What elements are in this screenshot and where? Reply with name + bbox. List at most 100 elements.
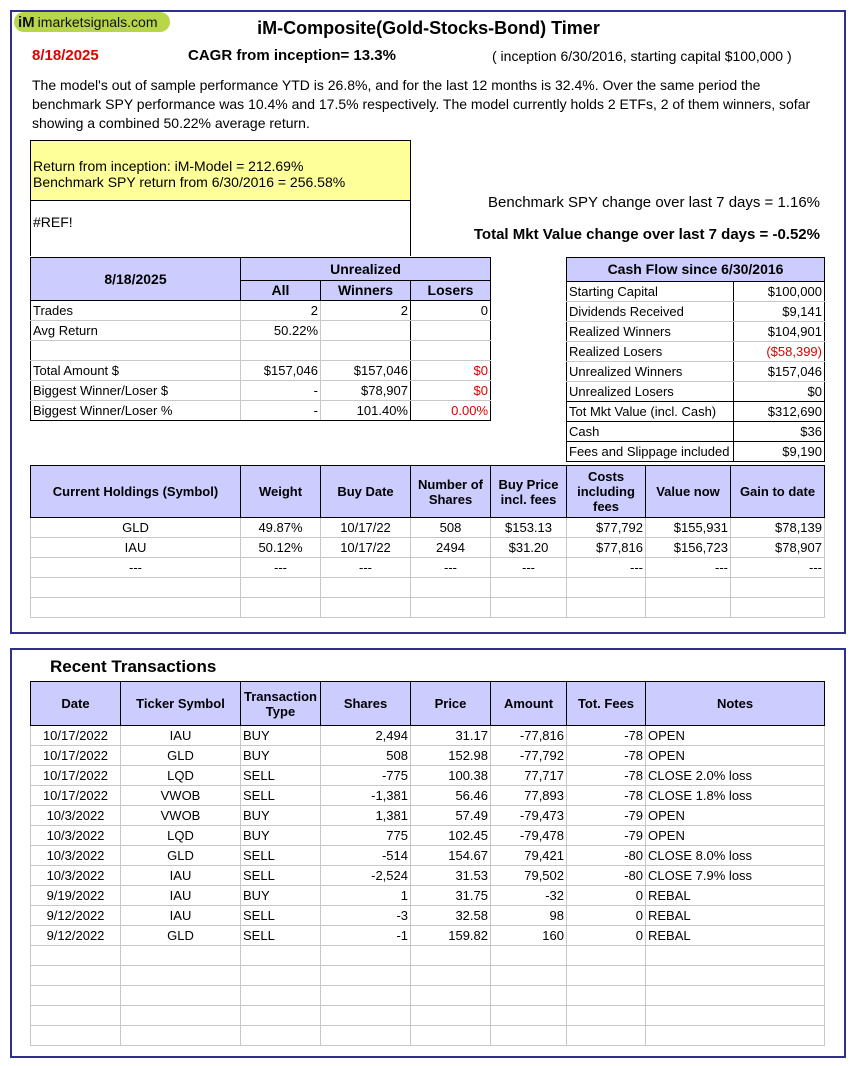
cell: BUY <box>240 805 321 826</box>
table-row <box>30 1025 825 1046</box>
table-row: Realized Losers ($58,399) <box>566 341 825 362</box>
cell: 32.58 <box>410 905 491 926</box>
table-row <box>30 577 825 598</box>
cell: 508 <box>410 517 491 538</box>
cell <box>320 965 411 986</box>
cell: 10/3/2022 <box>30 805 121 826</box>
cell: $77,792 <box>566 517 646 538</box>
cell <box>240 945 321 966</box>
cell <box>410 577 491 598</box>
cell: BUY <box>240 725 321 746</box>
table-row: 10/3/2022 LQD BUY 775 102.45 -79,478 -79 OPEN <box>30 825 825 846</box>
table-row: Starting Capital $100,000 <box>566 281 825 302</box>
cell: BUY <box>240 885 321 906</box>
cell <box>240 1005 321 1026</box>
table-row: 10/3/2022 IAU SELL -2,524 31.53 79,502 -80 CLOS… <box>30 865 825 886</box>
cell: ($58,399) <box>733 341 825 362</box>
cell: --- <box>730 557 825 578</box>
cell: 31.53 <box>410 865 491 886</box>
transactions-col-header: Notes <box>645 681 825 726</box>
cell: $104,901 <box>733 321 825 342</box>
cell: $77,816 <box>566 537 646 558</box>
cell: $31.20 <box>490 537 567 558</box>
cell: - <box>240 380 321 401</box>
holdings-col-header: Buy Date <box>320 465 411 518</box>
table-row: 10/17/2022 VWOB SELL -1,381 56.46 77,893 -78 CL… <box>30 785 825 806</box>
row-label: Biggest Winner/Loser % <box>30 400 241 421</box>
cell: VWOB <box>120 805 241 826</box>
cash-flow-title: Cash Flow since 6/30/2016 <box>566 257 825 282</box>
cell: --- <box>645 557 731 578</box>
cagr: CAGR from inception= 13.3% <box>188 47 396 64</box>
cell: 56.46 <box>410 785 491 806</box>
cell: 31.17 <box>410 725 491 746</box>
cell <box>490 1025 567 1046</box>
cell: LQD <box>120 825 241 846</box>
cell: -79 <box>566 825 646 846</box>
cell: IAU <box>120 865 241 886</box>
row-label: Trades <box>30 300 241 321</box>
table-row: 9/19/2022 IAU BUY 1 31.75 -32 0 REBAL <box>30 885 825 906</box>
summary-text: The model's out of sample performance YT… <box>32 77 811 131</box>
table-row: Biggest Winner/Loser % -101.40% 0.00% <box>30 400 492 421</box>
cell: -775 <box>320 765 411 786</box>
cell: 2,494 <box>320 725 411 746</box>
cell: GLD <box>120 745 241 766</box>
cell <box>566 985 646 1006</box>
cell: 2 <box>240 300 321 321</box>
table-row <box>30 965 825 986</box>
logo-text: imarketsignals.com <box>37 14 158 30</box>
cell <box>730 597 825 618</box>
cell <box>30 577 241 598</box>
transactions-col-header: Ticker Symbol <box>120 681 241 726</box>
spy-change: Benchmark SPY change over last 7 days = … <box>488 194 820 211</box>
holdings-col-header: Buy Price incl. fees <box>490 465 567 518</box>
table-row: 9/12/2022 IAU SELL -3 32.58 98 0 REBAL <box>30 905 825 926</box>
table-row: Trades 2 2 0 <box>30 300 492 321</box>
unrealized-col-losers: Losers <box>409 280 492 301</box>
cell: 31.75 <box>410 885 491 906</box>
cell <box>645 597 731 618</box>
cell: -80 <box>566 845 646 866</box>
cell: 79,502 <box>490 865 567 886</box>
table-row: Realized Winners $104,901 <box>566 321 825 342</box>
cell: $36 <box>733 421 825 442</box>
cell: -78 <box>566 725 646 746</box>
holdings-col-header: Costs including fees <box>566 465 646 518</box>
cell <box>645 985 825 1006</box>
cell <box>30 965 121 986</box>
cell <box>410 1005 491 1026</box>
cell <box>409 320 492 341</box>
holdings-col-header: Gain to date <box>730 465 825 518</box>
cell: $157,046 <box>240 360 321 381</box>
cell: $78,907 <box>730 537 825 558</box>
cell: OPEN <box>645 805 825 826</box>
transactions-title: Recent Transactions <box>50 657 217 676</box>
table-row: 10/17/2022 LQD SELL -775 100.38 77,717 -78 CLOS… <box>30 765 825 786</box>
cell: $100,000 <box>733 281 825 302</box>
unrealized-col-winners: Winners <box>320 280 411 301</box>
row-label: Biggest Winner/Loser $ <box>30 380 241 401</box>
cell <box>566 1025 646 1046</box>
row-label: Unrealized Winners <box>566 361 734 382</box>
cell: 152.98 <box>410 745 491 766</box>
holdings-col-header: Current Holdings (Symbol) <box>30 465 241 518</box>
transactions-col-header: Tot. Fees <box>566 681 646 726</box>
unrealized-col-all: All <box>240 280 321 301</box>
unrealized-table: 8/18/2025 Unrealized All Winners Losers Tra… <box>30 257 492 421</box>
cell <box>490 1005 567 1026</box>
cell: $78,907 <box>320 380 411 401</box>
cell: GLD <box>30 517 241 538</box>
cell: 50.22% <box>240 320 321 341</box>
cell <box>566 965 646 986</box>
transactions-col-header: Amount <box>490 681 567 726</box>
cell <box>30 597 241 618</box>
transactions-col-header: Transaction Type <box>240 681 321 726</box>
cell <box>320 597 411 618</box>
cell: 0 <box>566 925 646 946</box>
cell: 2 <box>320 300 411 321</box>
row-label: Tot Mkt Value (incl. Cash) <box>566 401 734 422</box>
cell <box>320 985 411 1006</box>
site-logo[interactable]: iM imarketsignals.com <box>14 12 170 32</box>
cell: -1,381 <box>320 785 411 806</box>
